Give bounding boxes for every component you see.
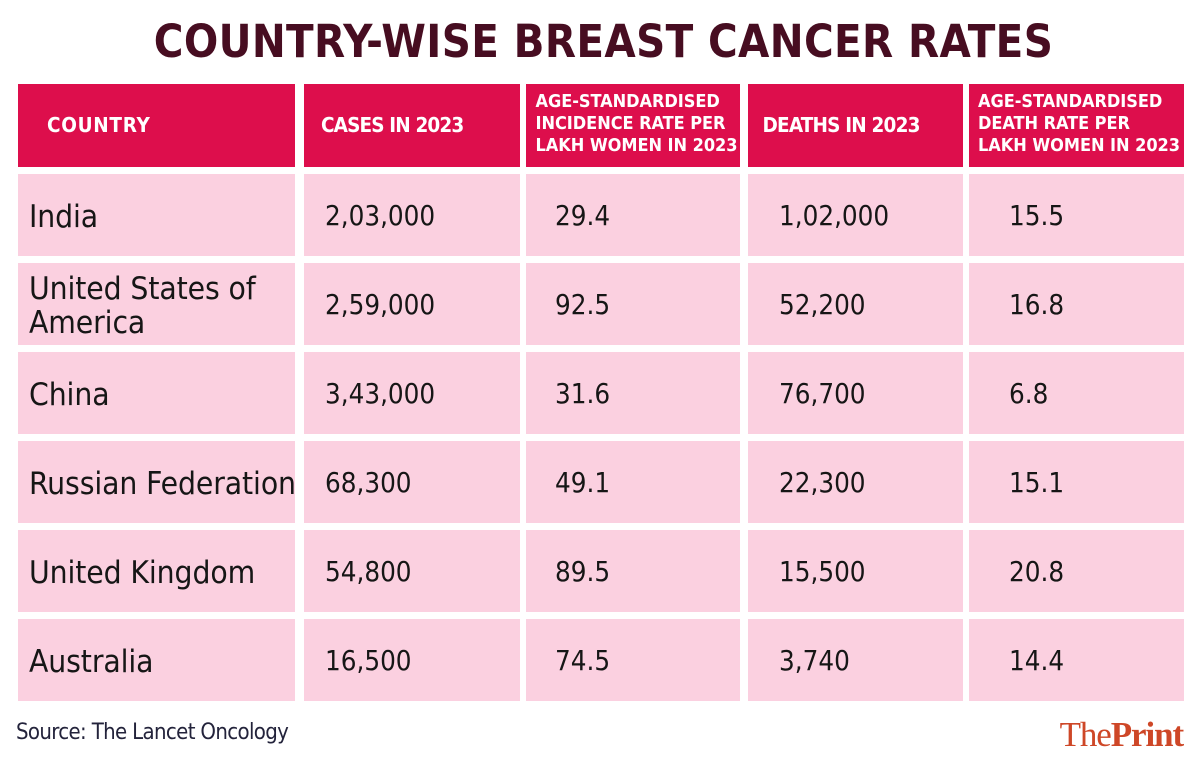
cell-value: 1,02,000	[779, 200, 890, 232]
column-header-label: CASES IN 2023	[321, 113, 464, 137]
cell-value: China	[29, 376, 110, 413]
cell-incidence-rate: 49.1	[526, 441, 740, 523]
column-header-deaths: DEATHS IN 2023	[748, 84, 963, 167]
cell-value: United States of America	[29, 271, 256, 341]
cell-deaths: 15,500	[748, 530, 963, 612]
source-note: Source: The Lancet Oncology	[16, 720, 289, 745]
cell-incidence-rate: 89.5	[526, 530, 740, 612]
header-line: LAKH WOMEN IN 2023	[535, 135, 738, 157]
cell-value: 74.5	[555, 645, 611, 677]
logo-print: Print	[1110, 715, 1184, 754]
header-line: DEATH RATE PER	[978, 112, 1130, 134]
column-header-cases: CASES IN 2023	[304, 84, 520, 167]
cell-cases: 3,43,000	[304, 352, 520, 434]
cell-value: 15.5	[1009, 200, 1065, 232]
cell-value: 16,500	[325, 645, 412, 677]
header-line: COUNTRY	[47, 113, 151, 137]
cell-incidence-rate: 92.5	[526, 263, 740, 345]
column-header-death-rate: AGE-STANDARDISED DEATH RATE PER LAKH WOMEN…	[969, 84, 1184, 167]
cell-country: Russian Federation	[18, 441, 296, 523]
cell-value: Russian Federation	[29, 465, 296, 502]
logo-the: The	[1059, 715, 1112, 754]
cell-country: United Kingdom	[18, 530, 295, 612]
header-line: DEATHS IN 2023	[762, 113, 921, 137]
cell-value: 31.6	[555, 378, 611, 410]
data-table: COUNTRY CASES IN 2023 AGE-STANDARDISED IN…	[18, 84, 1184, 701]
cell-value: 52,200	[779, 289, 866, 321]
cell-deaths: 76,700	[748, 352, 963, 434]
cell-cases: 68,300	[304, 441, 520, 523]
cell-death-rate: 20.8	[969, 530, 1184, 612]
cell-deaths: 52,200	[748, 263, 963, 345]
cell-cases: 2,03,000	[304, 174, 520, 256]
column-header-incidence-rate: AGE-STANDARDISED INCIDENCE RATE PER LAKH W…	[526, 84, 740, 167]
cell-value: 54,800	[325, 556, 412, 588]
cell-incidence-rate: 74.5	[526, 619, 740, 701]
column-header-label: AGE-STANDARDISED DEATH RATE PER LAKH WOMEN…	[978, 91, 1180, 158]
cell-death-rate: 14.4	[969, 619, 1184, 701]
cell-value: 3,43,000	[325, 378, 436, 410]
cell-incidence-rate: 29.4	[526, 174, 740, 256]
header-line: AGE-STANDARDISED	[535, 90, 720, 112]
cell-deaths: 1,02,000	[748, 174, 963, 256]
cell-death-rate: 15.5	[969, 174, 1184, 256]
cell-death-rate: 6.8	[969, 352, 1184, 434]
cell-value: 29.4	[555, 200, 611, 232]
page-title: COUNTRY-WISE BREAST CANCER RATES	[153, 15, 1054, 68]
cell-death-rate: 15.1	[969, 441, 1184, 523]
cell-value: 49.1	[555, 467, 611, 499]
cell-cases: 2,59,000	[304, 263, 520, 345]
header-line: AGE-STANDARDISED	[978, 90, 1163, 112]
header-line: LAKH WOMEN IN 2023	[978, 135, 1180, 157]
cell-value: 92.5	[555, 289, 611, 321]
cell-value: 6.8	[1009, 378, 1049, 410]
column-header-label: DEATHS IN 2023	[762, 113, 921, 137]
cell-value: 20.8	[1009, 556, 1065, 588]
column-header-country: COUNTRY	[18, 84, 295, 167]
cell-value: 15.1	[1009, 467, 1065, 499]
cell-value: 22,300	[779, 467, 866, 499]
cell-cases: 16,500	[304, 619, 520, 701]
cell-value: 15,500	[779, 556, 866, 588]
cell-death-rate: 16.8	[969, 263, 1184, 345]
cell-incidence-rate: 31.6	[526, 352, 740, 434]
cell-value: Australia	[29, 643, 154, 680]
header-line: INCIDENCE RATE PER	[535, 112, 726, 134]
cell-deaths: 3,740	[748, 619, 963, 701]
cell-country: Australia	[18, 619, 295, 701]
cell-value: 14.4	[1009, 645, 1065, 677]
cell-value: India	[29, 198, 99, 235]
cell-value: 2,59,000	[325, 289, 436, 321]
cell-cases: 54,800	[304, 530, 520, 612]
cell-deaths: 22,300	[748, 441, 963, 523]
cell-country: United States of America	[18, 263, 295, 345]
cell-value: 89.5	[555, 556, 611, 588]
cell-value: 3,740	[779, 645, 850, 677]
column-header-label: COUNTRY	[47, 113, 151, 137]
cell-value: 76,700	[779, 378, 866, 410]
cell-country: India	[18, 174, 295, 256]
header-line: CASES IN 2023	[321, 113, 464, 137]
cell-value: 2,03,000	[325, 200, 436, 232]
cell-value: United Kingdom	[29, 554, 256, 591]
column-header-label: AGE-STANDARDISED INCIDENCE RATE PER LAKH W…	[536, 91, 738, 158]
cell-value: 68,300	[325, 467, 412, 499]
cell-value: 16.8	[1009, 289, 1065, 321]
theprint-logo: ThePrint	[1059, 715, 1184, 754]
cell-country: China	[18, 352, 295, 434]
